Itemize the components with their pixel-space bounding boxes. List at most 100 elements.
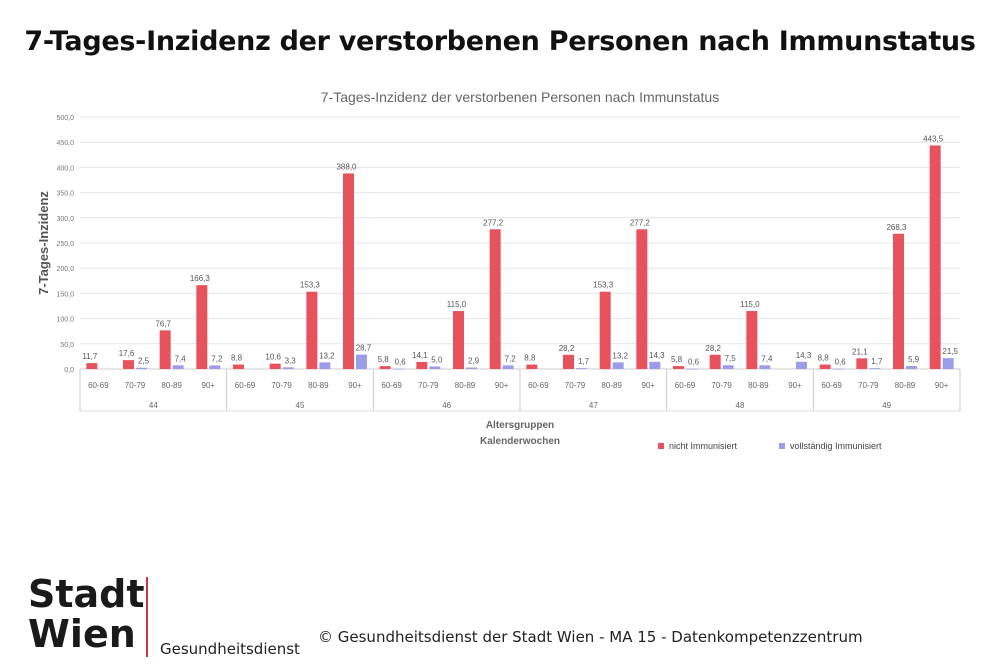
bar-nicht-immunisiert: [709, 354, 721, 369]
bar-vollstaendig-immunisiert: [502, 365, 514, 369]
bar-vollstaendig-immunisiert: [392, 368, 404, 370]
data-label: 7,2: [211, 354, 223, 363]
legend-swatch: [779, 443, 785, 449]
data-label: 28,7: [356, 344, 372, 353]
bar-nicht-immunisiert: [196, 285, 208, 369]
data-label: 153,3: [300, 281, 321, 290]
bar-vollstaendig-immunisiert: [356, 354, 367, 369]
data-label: 1,7: [871, 357, 883, 366]
data-label: 5,8: [378, 355, 390, 364]
data-label: 7,4: [175, 354, 187, 363]
data-label: 14,3: [649, 351, 665, 360]
age-group-label: 70-79: [711, 381, 732, 390]
y-tick-label: 450,0: [56, 140, 74, 147]
bar-vollstaendig-immunisiert: [906, 366, 917, 369]
age-group-label: 90+: [935, 381, 949, 390]
data-label: 2,9: [468, 357, 480, 366]
data-label: 2,5: [138, 357, 150, 366]
y-tick-label: 400,0: [56, 165, 74, 172]
age-group-label: 80-89: [455, 381, 476, 390]
bar-vollstaendig-immunisiert: [942, 358, 954, 369]
data-label: 166,3: [190, 274, 211, 283]
brand-line-1: Stadt: [28, 572, 145, 616]
stadt-wien-logo: Stadt Wien: [28, 574, 145, 654]
data-label: 21,1: [852, 347, 868, 356]
week-label: 44: [149, 401, 158, 410]
age-group-label: 90+: [348, 381, 362, 390]
data-label: 1,7: [578, 357, 590, 366]
bar-vollstaendig-immunisiert: [466, 367, 477, 369]
bar-nicht-immunisiert: [343, 173, 354, 369]
data-label: 7,2: [505, 354, 517, 363]
age-group-label: 80-89: [895, 381, 916, 390]
data-label: 10,6: [265, 353, 281, 362]
bar-nicht-immunisiert: [123, 360, 134, 369]
legend-label: vollständig Immunisiert: [790, 441, 882, 451]
data-label: 11,7: [82, 352, 98, 361]
age-group-label: 90+: [202, 381, 216, 390]
data-label: 0,6: [688, 358, 700, 367]
data-label: 0,6: [835, 358, 847, 367]
age-group-label: 60-69: [528, 381, 549, 390]
data-label: 7,5: [725, 354, 737, 363]
data-label: 5,9: [908, 355, 920, 364]
age-group-label: 90+: [642, 381, 656, 390]
bar-vollstaendig-immunisiert: [576, 368, 587, 369]
bar-vollstaendig-immunisiert: [649, 361, 661, 369]
bar-nicht-immunisiert: [416, 361, 428, 369]
bar-nicht-immunisiert: [453, 311, 464, 369]
bar-nicht-immunisiert: [86, 363, 98, 369]
y-tick-label: 50,0: [60, 342, 74, 349]
bar-nicht-immunisiert: [636, 229, 648, 369]
bar-vollstaendig-immunisiert: [686, 368, 697, 370]
bar-nicht-immunisiert: [673, 366, 684, 369]
age-group-label: 70-79: [858, 381, 879, 390]
bar-nicht-immunisiert: [563, 354, 574, 369]
data-label: 8,8: [524, 354, 536, 363]
data-label: 13,2: [319, 351, 335, 360]
y-tick-label: 100,0: [56, 317, 74, 324]
y-tick-label: 150,0: [56, 291, 74, 298]
data-label: 153,3: [593, 281, 614, 290]
bar-vollstaendig-immunisiert: [429, 366, 441, 369]
legend-swatch: [658, 443, 664, 449]
y-tick-label: 0,0: [64, 367, 74, 374]
chart-title: 7-Tages-Inzidenz der verstorbenen Person…: [321, 89, 719, 105]
age-group-label: 70-79: [565, 381, 586, 390]
data-label: 3,3: [285, 356, 297, 365]
week-label: 47: [589, 401, 598, 410]
data-label: 14,1: [412, 351, 428, 360]
data-label: 8,8: [231, 354, 243, 363]
bar-vollstaendig-immunisiert: [282, 367, 294, 369]
week-label: 49: [882, 401, 891, 410]
bar-vollstaendig-immunisiert: [136, 367, 147, 369]
data-label: 17,6: [119, 349, 135, 358]
bar-nicht-immunisiert: [159, 330, 171, 369]
bar-nicht-immunisiert: [819, 364, 831, 369]
bar-nicht-immunisiert: [893, 233, 904, 369]
data-label: 28,2: [559, 344, 575, 353]
bar-nicht-immunisiert: [526, 364, 538, 369]
bar-nicht-immunisiert: [856, 358, 868, 369]
age-group-label: 70-79: [418, 381, 439, 390]
data-label: 443,5: [923, 134, 944, 143]
bar-vollstaendig-immunisiert: [796, 361, 807, 369]
age-group-label: 60-69: [821, 381, 842, 390]
age-group-label: 80-89: [308, 381, 329, 390]
data-label: 277,2: [483, 218, 504, 227]
bar-nicht-immunisiert: [746, 311, 758, 369]
bar-nicht-immunisiert: [269, 363, 281, 369]
bar-vollstaendig-immunisiert: [722, 365, 734, 369]
age-group-label: 80-89: [748, 381, 769, 390]
data-label: 8,8: [818, 354, 830, 363]
copyright-text: © Gesundheitsdienst der Stadt Wien - MA …: [318, 628, 863, 646]
bar-vollstaendig-immunisiert: [612, 362, 624, 369]
bar-nicht-immunisiert: [306, 291, 318, 369]
data-label: 14,3: [796, 351, 812, 360]
y-axis-label: 7-Tages-Inzidenz: [36, 191, 51, 295]
data-label: 21,5: [942, 347, 958, 356]
data-label: 76,7: [155, 319, 171, 328]
y-tick-label: 250,0: [56, 241, 74, 248]
age-group-label: 60-69: [235, 381, 256, 390]
page-headline: 7-Tages-Inzidenz der verstorbenen Person…: [24, 26, 976, 57]
